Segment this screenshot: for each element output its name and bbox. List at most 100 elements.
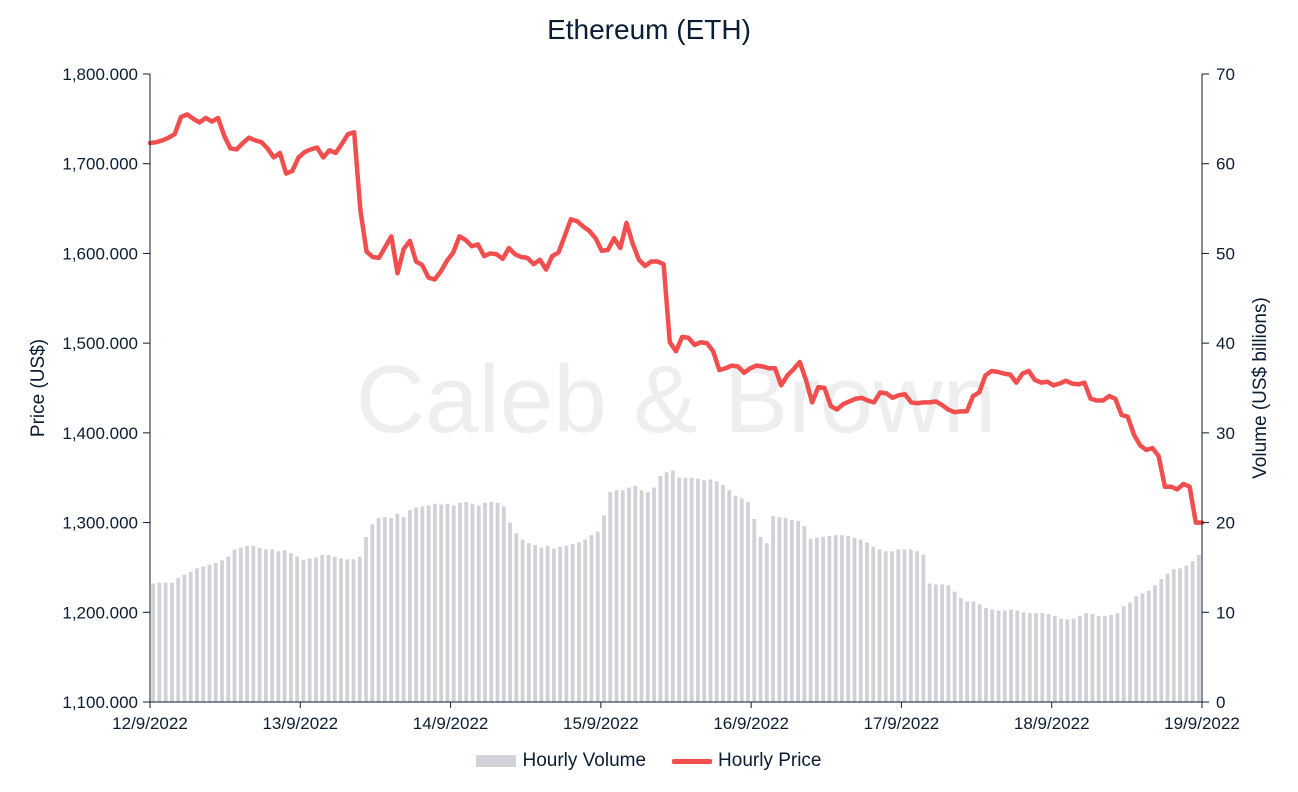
- volume-bar: [251, 545, 256, 702]
- volume-bar: [1034, 613, 1038, 702]
- volume-bar: [583, 539, 588, 702]
- volume-bar: [301, 560, 306, 702]
- volume-bar: [915, 551, 919, 702]
- right-tick-label: 40: [1216, 334, 1235, 353]
- volume-bar: [840, 535, 844, 702]
- x-tick-label: 17/9/2022: [864, 714, 940, 733]
- volume-bar: [952, 591, 957, 702]
- volume-bar: [420, 506, 425, 702]
- volume-bar: [552, 548, 556, 702]
- volume-bar: [1096, 615, 1101, 702]
- right-tick-label: 60: [1216, 155, 1235, 174]
- volume-bar: [739, 498, 744, 702]
- volume-bar: [602, 515, 606, 702]
- volume-bar: [996, 610, 1001, 702]
- volume-bar: [1052, 615, 1057, 702]
- volume-bar: [852, 537, 857, 702]
- volume-bar: [1090, 614, 1095, 702]
- volume-bar: [570, 544, 575, 702]
- x-tick-label: 18/9/2022: [1014, 714, 1090, 733]
- volume-bar: [758, 536, 763, 702]
- volume-bar: [276, 551, 281, 702]
- volume-bar: [213, 562, 218, 702]
- volume-bar: [1115, 613, 1120, 702]
- volume-bar: [1178, 568, 1182, 702]
- left-tick-label: 1,800.000: [62, 65, 138, 84]
- volume-bar: [382, 517, 387, 702]
- left-tick-label: 1,600.000: [62, 244, 138, 263]
- right-tick-label: 30: [1216, 424, 1235, 443]
- volume-bar: [326, 554, 331, 702]
- volume-bar: [451, 505, 456, 702]
- volume-bar: [364, 536, 368, 702]
- volume-bar: [226, 556, 231, 702]
- volume-bar: [1140, 593, 1145, 702]
- x-tick-label: 15/9/2022: [563, 714, 639, 733]
- volume-bar: [645, 492, 650, 702]
- volume-bar: [808, 538, 813, 702]
- volume-bar: [332, 556, 337, 702]
- volume-bar: [357, 556, 362, 702]
- volume-bar: [1128, 602, 1132, 702]
- left-tick-label: 1,100.000: [62, 693, 138, 712]
- volume-bar: [526, 543, 531, 702]
- left-tick-label: 1,400.000: [62, 424, 138, 443]
- volume-bar: [802, 526, 807, 702]
- legend-swatch-volume: [476, 755, 517, 767]
- volume-bar: [1078, 615, 1082, 702]
- volume-bar: [971, 601, 976, 702]
- volume-bar: [614, 490, 619, 702]
- volume-bar: [1065, 619, 1070, 702]
- volume-bar: [752, 518, 757, 702]
- volume-bar: [921, 554, 926, 702]
- legend-label-volume: Hourly Volume: [522, 750, 647, 771]
- volume-bar: [933, 584, 938, 702]
- volume-bar: [295, 556, 300, 702]
- volume-bar: [639, 490, 644, 702]
- volume-bar: [188, 571, 193, 702]
- volume-bar: [238, 547, 243, 702]
- volume-bar: [689, 477, 694, 702]
- volume-bar: [257, 547, 262, 702]
- volume-bar: [620, 490, 625, 702]
- volume-bar: [533, 545, 537, 702]
- volume-bar: [195, 568, 199, 702]
- volume-bar: [846, 536, 851, 702]
- volume-bar: [351, 559, 356, 702]
- volume-bar: [858, 539, 863, 702]
- volume-bar: [771, 516, 775, 702]
- left-tick-label: 1,300.000: [62, 514, 138, 533]
- volume-bar: [865, 542, 869, 702]
- volume-bar: [170, 582, 174, 702]
- volume-bar: [1165, 573, 1170, 702]
- volume-bar: [508, 522, 512, 702]
- volume-bar: [558, 546, 563, 702]
- volume-bar: [796, 520, 800, 702]
- legend-item-price[interactable]: Hourly Price: [672, 750, 822, 772]
- volume-bar: [1084, 613, 1089, 702]
- volume-bar: [520, 539, 525, 702]
- volume-bar: [289, 553, 293, 702]
- volume-bar: [746, 501, 750, 702]
- volume-bar: [263, 549, 268, 702]
- volume-bar: [1190, 561, 1195, 702]
- volume-bar: [1196, 554, 1201, 702]
- x-tick-label: 14/9/2022: [413, 714, 489, 733]
- volume-bar: [1103, 615, 1107, 702]
- volume-bar: [157, 582, 162, 702]
- volume-bar: [764, 543, 769, 702]
- right-tick-label: 50: [1216, 244, 1235, 263]
- volume-bar: [320, 554, 325, 702]
- volume-bar: [959, 597, 963, 702]
- volume-bar: [683, 477, 688, 702]
- volume-bar: [395, 513, 400, 702]
- volume-bar: [176, 578, 181, 702]
- right-tick-label: 10: [1216, 603, 1235, 622]
- volume-bar: [833, 535, 838, 702]
- volume-bar: [314, 557, 318, 702]
- volume-bar: [445, 503, 450, 702]
- volume-bar: [827, 536, 832, 702]
- legend-item-volume[interactable]: Hourly Volume: [476, 750, 646, 772]
- volume-bar: [1121, 606, 1126, 702]
- volume-bar: [1046, 614, 1051, 702]
